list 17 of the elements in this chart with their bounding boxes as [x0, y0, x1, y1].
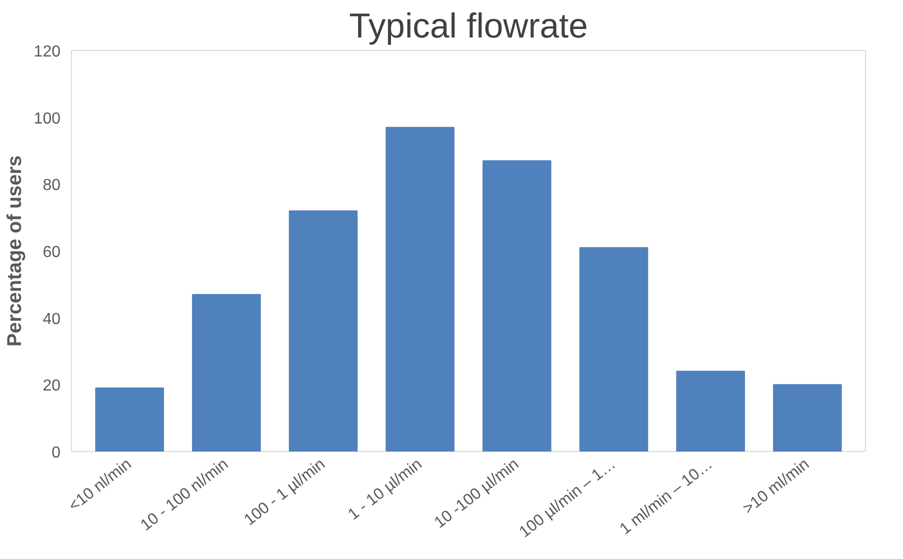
bar: [192, 294, 261, 452]
bar: [579, 247, 648, 452]
y-tick-label: 40: [42, 310, 61, 328]
y-tick-label: 20: [42, 378, 61, 395]
y-tick-label: 100: [34, 110, 61, 128]
y-tick-label: 0: [52, 444, 61, 462]
bar: [482, 160, 552, 452]
bar: [95, 388, 164, 452]
chart-title: Typical flowrate: [349, 8, 588, 46]
y-axis-title: Percentage of users: [4, 155, 26, 347]
y-tick-label: 120: [34, 44, 61, 60]
bar: [288, 210, 358, 452]
bar: [676, 370, 745, 452]
bar: [773, 384, 842, 452]
y-tick-label: 80: [42, 177, 61, 194]
y-tick-label: 60: [42, 244, 61, 261]
bar: [386, 126, 454, 452]
